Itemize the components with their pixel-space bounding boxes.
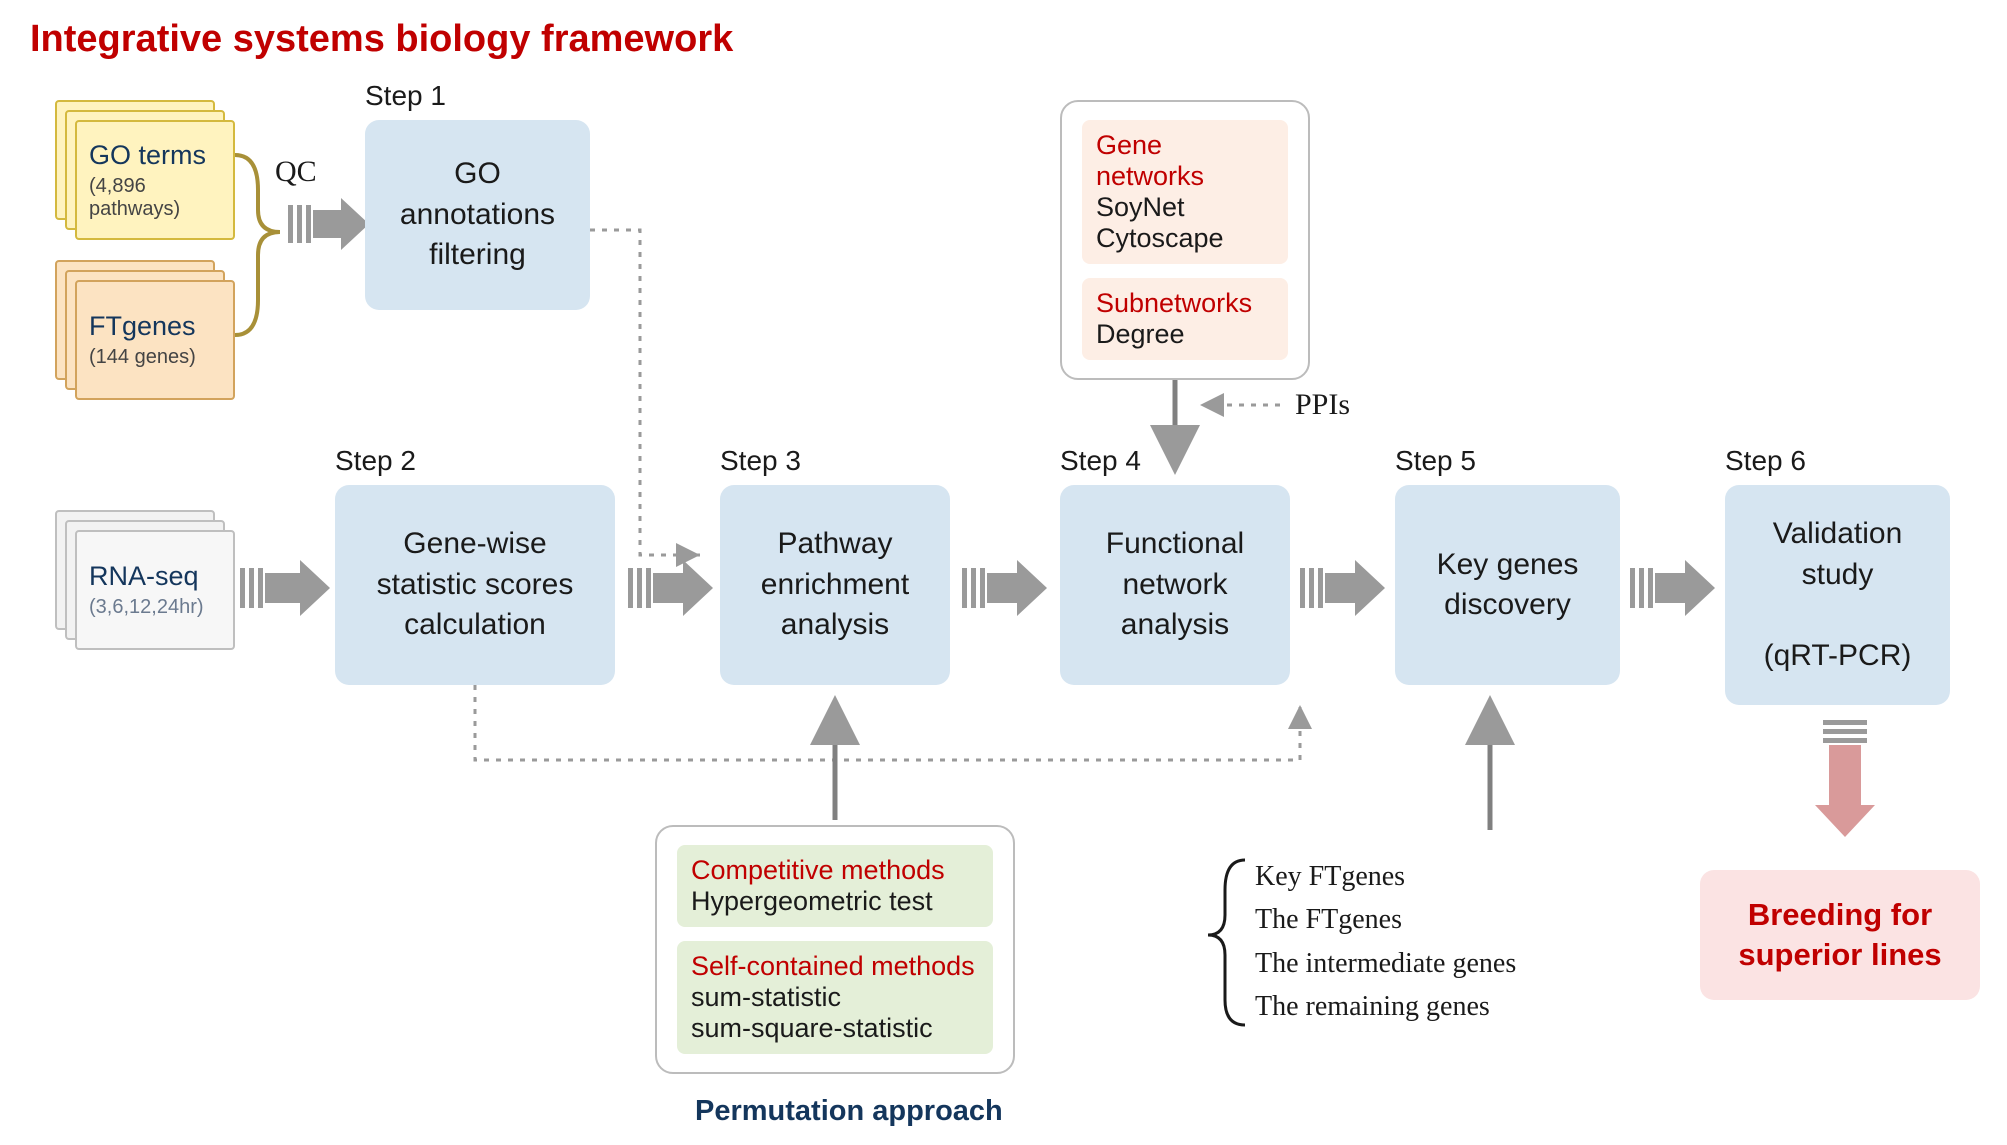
input-go-terms: GO terms (4,896 pathways) — [55, 100, 245, 250]
arrow-s5-to-s6 — [1630, 560, 1715, 616]
gg-1: The FTgenes — [1255, 898, 1516, 941]
methods-panel: Competitive methods Hypergeometric test … — [655, 825, 1015, 1074]
gg-0: Key FTgenes — [1255, 855, 1516, 898]
step4-box: Functional network analysis — [1060, 485, 1290, 685]
step5-box: Key genes discovery — [1395, 485, 1620, 685]
net-l3: Degree — [1096, 319, 1274, 350]
arrow-s3-to-s4 — [962, 560, 1047, 616]
arrow-s6-to-result — [1815, 720, 1875, 840]
step1-label: Step 1 — [365, 80, 446, 112]
ppis-label: PPIs — [1295, 388, 1350, 422]
step6-label: Step 6 — [1725, 445, 1806, 477]
step4-label: Step 4 — [1060, 445, 1141, 477]
meth-h1: Competitive methods — [691, 855, 979, 886]
meth-l1: Hypergeometric test — [691, 886, 979, 917]
step2-box: Gene-wise statistic scores calculation — [335, 485, 615, 685]
step5-text: Key genes discovery — [1437, 545, 1579, 626]
net-h1: Gene networks — [1096, 130, 1274, 192]
arrow-rna-to-s2 — [240, 560, 330, 616]
step3-box: Pathway enrichment analysis — [720, 485, 950, 685]
input-rnaseq: RNA-seq (3,6,12,24hr) — [55, 510, 245, 660]
ft-sub: (144 genes) — [89, 346, 221, 369]
qc-label: QC — [275, 155, 317, 189]
meth-h2: Self-contained methods — [691, 951, 979, 982]
step2-label: Step 2 — [335, 445, 416, 477]
result-text: Breeding for superior lines — [1738, 895, 1941, 976]
step4-text: Functional network analysis — [1106, 524, 1244, 646]
step2-text: Gene-wise statistic scores calculation — [377, 524, 574, 646]
arrow-qc-to-s1 — [288, 198, 369, 250]
rna-sub: (3,6,12,24hr) — [89, 596, 221, 619]
gg-3: The remaining genes — [1255, 985, 1516, 1028]
net-h2: Subnetworks — [1096, 288, 1274, 319]
diagram-title: Integrative systems biology framework — [30, 18, 733, 61]
rna-title: RNA-seq — [89, 561, 221, 592]
result-box: Breeding for superior lines — [1700, 870, 1980, 1000]
step5-label: Step 5 — [1395, 445, 1476, 477]
arrow-s2-to-s3 — [628, 560, 713, 616]
dotted-s2-to-s5 — [475, 685, 1300, 760]
meth-l2: sum-statistic — [691, 982, 979, 1013]
net-l2: Cytoscape — [1096, 223, 1274, 254]
gg-2: The intermediate genes — [1255, 942, 1516, 985]
net-l1: SoyNet — [1096, 192, 1274, 223]
step1-box: GO annotations filtering — [365, 120, 590, 310]
go-title: GO terms — [89, 140, 221, 171]
go-sub: (4,896 pathways) — [89, 175, 221, 221]
gene-groups: Key FTgenes The FTgenes The intermediate… — [1255, 855, 1516, 1029]
step6-text: Validation study (qRT-PCR) — [1764, 514, 1912, 676]
meth-l3: sum-square-statistic — [691, 1013, 979, 1044]
groups-brace — [1208, 860, 1245, 1025]
step1-text: GO annotations filtering — [400, 154, 555, 276]
step3-label: Step 3 — [720, 445, 801, 477]
step3-text: Pathway enrichment analysis — [761, 524, 909, 646]
input-ftgenes: FTgenes (144 genes) — [55, 260, 245, 410]
ft-title: FTgenes — [89, 311, 221, 342]
permutation-label: Permutation approach — [695, 1095, 1003, 1128]
step6-box: Validation study (qRT-PCR) — [1725, 485, 1950, 705]
arrow-s4-to-s5 — [1300, 560, 1385, 616]
network-panel: Gene networks SoyNet Cytoscape Subnetwor… — [1060, 100, 1310, 380]
